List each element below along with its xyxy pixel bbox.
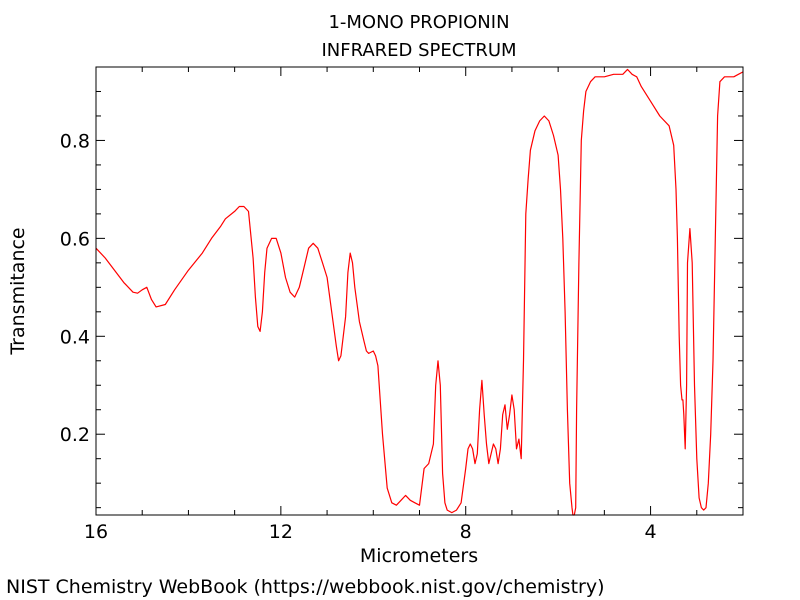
x-axis-label: Micrometers bbox=[360, 545, 478, 567]
chart-subtitle: INFRARED SPECTRUM bbox=[321, 40, 516, 61]
y-axis-label: Transmitance bbox=[7, 227, 29, 355]
y-tick-label: 0.6 bbox=[60, 228, 90, 250]
x-tick-label: 4 bbox=[645, 521, 657, 543]
y-tick-label: 0.2 bbox=[60, 424, 90, 446]
tick-labels: 16 12 8 4 0.2 0.4 0.6 0.8 bbox=[60, 130, 657, 543]
x-tick-label: 8 bbox=[460, 521, 472, 543]
chart-title: 1-MONO PROPIONIN bbox=[328, 12, 509, 33]
major-ticks bbox=[95, 67, 743, 515]
spectrum-line bbox=[95, 68, 744, 516]
y-tick-label: 0.4 bbox=[60, 326, 90, 348]
minor-ticks bbox=[96, 67, 743, 515]
plot-frame bbox=[95, 66, 744, 516]
x-tick-label: 16 bbox=[84, 521, 108, 543]
y-tick-label: 0.8 bbox=[60, 130, 90, 152]
x-tick-label: 12 bbox=[269, 521, 293, 543]
source-credit: NIST Chemistry WebBook (https://webbook.… bbox=[6, 576, 605, 598]
